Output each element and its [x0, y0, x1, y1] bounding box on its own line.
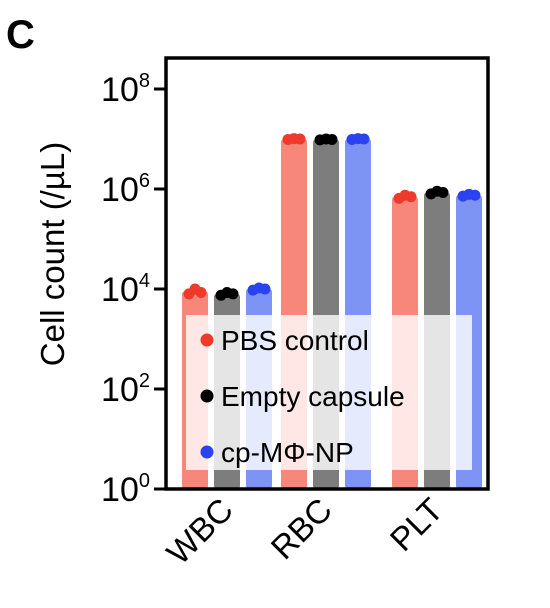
y-tick-exponent: 4	[139, 270, 150, 292]
data-points	[183, 133, 481, 301]
y-tick-label: 102	[101, 370, 150, 409]
legend-label: cp-MΦ-NP	[221, 437, 354, 468]
data-point	[405, 191, 417, 203]
y-tick-label: 100	[101, 470, 150, 509]
y-tick-base: 10	[101, 71, 139, 109]
y-tick-base: 10	[101, 471, 139, 509]
data-point	[294, 133, 306, 145]
y-tick-label: 104	[101, 270, 150, 309]
y-tick-exponent: 6	[139, 170, 150, 192]
y-tick-label: 108	[101, 70, 150, 109]
legend: PBS control Empty capsule cp-MΦ-NP	[186, 315, 472, 470]
legend-box	[186, 315, 472, 470]
plot-area-frame	[164, 56, 490, 491]
x-category-label: PLT	[383, 491, 450, 558]
legend-label: PBS control	[221, 325, 369, 356]
y-tick-base: 10	[101, 171, 139, 209]
x-category-label: WBC	[159, 491, 240, 572]
legend-marker	[200, 333, 214, 347]
y-tick-base: 10	[101, 271, 139, 309]
data-point	[227, 288, 239, 300]
data-point	[259, 283, 271, 295]
y-tick-exponent: 8	[139, 70, 150, 92]
x-axis-categories: WBC RBC PLT	[159, 491, 450, 572]
data-point	[469, 189, 481, 201]
legend-marker	[200, 445, 214, 459]
data-point	[437, 187, 449, 199]
data-point	[358, 133, 370, 145]
legend-label: Empty capsule	[221, 381, 405, 412]
legend-marker	[200, 389, 214, 403]
y-tick-exponent: 0	[139, 470, 150, 492]
y-tick-base: 10	[101, 371, 139, 409]
panel-label: C	[6, 13, 35, 57]
data-point	[195, 287, 207, 299]
y-axis-label: Cell count (/µL)	[34, 142, 71, 366]
y-tick-exponent: 2	[139, 370, 150, 392]
y-tick-label: 106	[101, 170, 150, 209]
data-point	[326, 133, 338, 145]
x-category-label: RBC	[264, 491, 339, 566]
